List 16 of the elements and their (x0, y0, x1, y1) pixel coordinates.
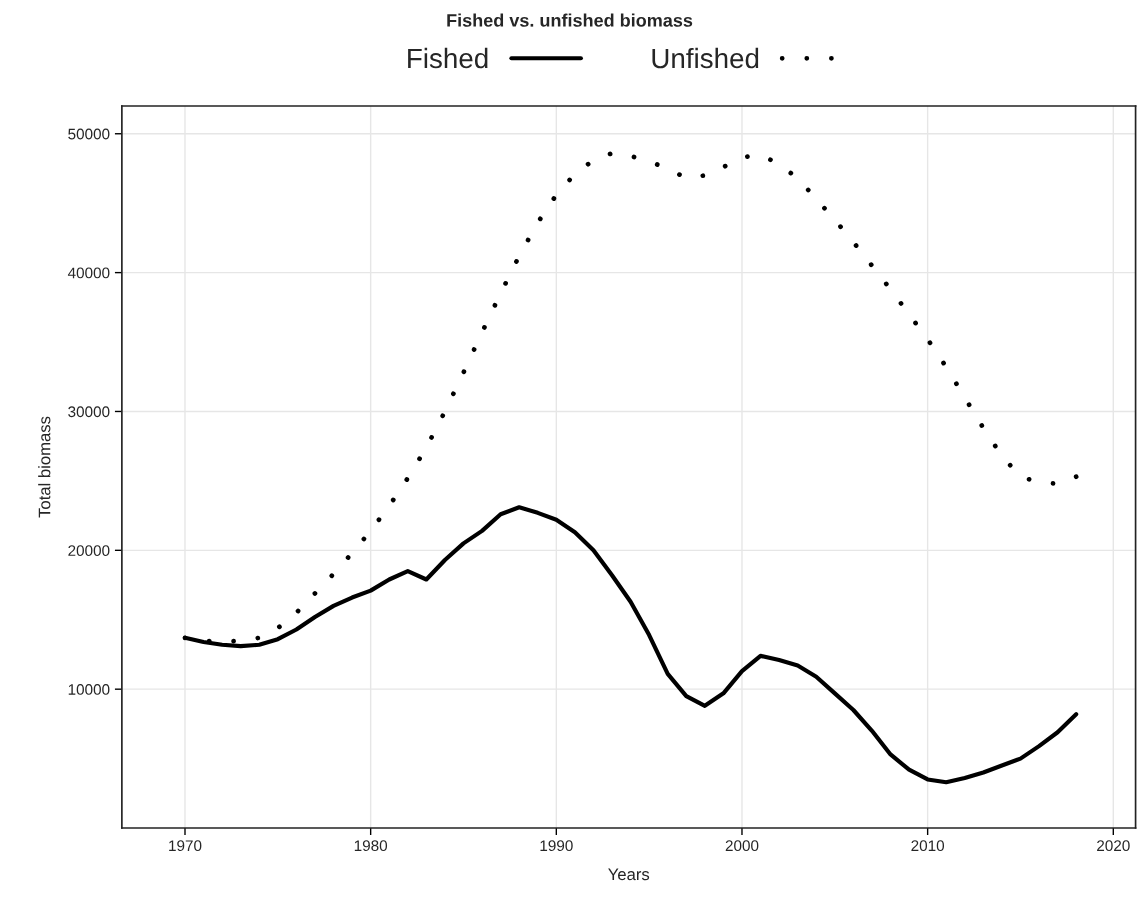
legend-label: Unfished (652, 47, 759, 69)
y-tick-label: 50000 (68, 128, 110, 140)
x-tick-label: 1970 (169, 840, 202, 852)
chart-title: Fished vs. unfished biomass (447, 13, 693, 27)
x-tick-label: 2020 (1097, 840, 1130, 852)
x-tick-label: 1990 (540, 840, 573, 852)
x-tick-label: 2010 (911, 840, 945, 852)
y-tick-label: 10000 (68, 684, 110, 695)
y-axis-title: Total biomass (38, 416, 51, 518)
y-tick-label: 40000 (67, 267, 110, 279)
x-tick-label: 1980 (354, 840, 388, 852)
x-axis-title: Years (608, 868, 650, 881)
x-tick-label: 2000 (725, 840, 759, 852)
y-tick-label: 20000 (68, 545, 110, 557)
legend-label: Fished (408, 47, 488, 69)
y-tick-label: 30000 (68, 406, 110, 418)
